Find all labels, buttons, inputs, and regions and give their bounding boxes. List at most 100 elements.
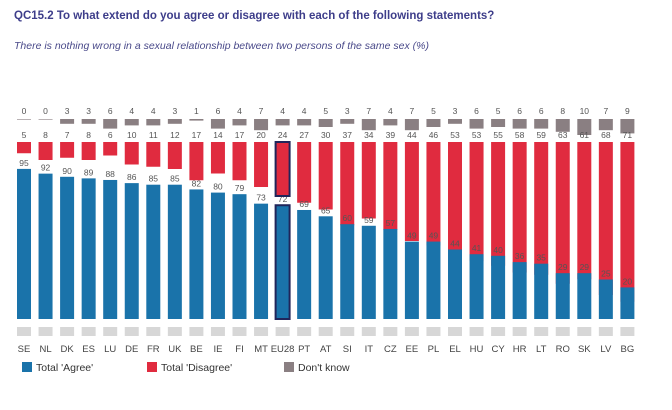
disagree-bar-pl bbox=[426, 142, 441, 246]
agree-bar-lt bbox=[534, 263, 549, 319]
country-label-pt: PT bbox=[298, 344, 310, 355]
flag-icon-nl bbox=[38, 327, 53, 336]
flag-icon-ro bbox=[555, 327, 570, 336]
disagree-bar-cy bbox=[491, 142, 506, 266]
disagree-bar-lv bbox=[598, 142, 613, 295]
agree-bar-ie bbox=[210, 192, 225, 319]
country-label-ro: RO bbox=[556, 344, 570, 355]
dontknow-bar-cy bbox=[491, 119, 506, 127]
dontknow-bar-hr bbox=[512, 119, 527, 129]
disagree-label-cz: 39 bbox=[386, 130, 396, 140]
country-label-se: SE bbox=[18, 344, 31, 355]
disagree-label-hr: 58 bbox=[515, 130, 525, 140]
dontknow-bar-si bbox=[340, 119, 355, 124]
dontknow-bar-fr bbox=[146, 119, 161, 126]
dontknow-bar-lu bbox=[103, 119, 118, 129]
agree-bar-fi bbox=[232, 194, 247, 319]
country-label-bg: BG bbox=[621, 344, 635, 355]
agree-bar-ee bbox=[404, 241, 419, 319]
disagree-bar-nl bbox=[38, 142, 53, 160]
country-label-cy: CY bbox=[491, 344, 505, 355]
dontknow-label-mt: 7 bbox=[259, 106, 264, 116]
disagree-bar-at bbox=[318, 142, 333, 210]
agree-label-be: 82 bbox=[192, 178, 202, 188]
agree-label-nl: 92 bbox=[41, 163, 51, 173]
agree-label-lt: 35 bbox=[536, 253, 546, 263]
dontknow-label-de: 4 bbox=[129, 106, 134, 116]
disagree-label-el: 53 bbox=[450, 130, 460, 140]
agree-bar-de bbox=[124, 183, 139, 319]
legend-label-dontknow: Don't know bbox=[298, 362, 350, 374]
legend-swatch-dontknow bbox=[284, 362, 294, 372]
legend-swatch-agree bbox=[22, 362, 32, 372]
country-label-nl: NL bbox=[39, 344, 51, 355]
agree-bar-mt bbox=[254, 203, 269, 319]
flag-icon-de bbox=[124, 327, 139, 336]
agree-label-mt: 73 bbox=[256, 193, 266, 203]
flag-icon-lu bbox=[103, 327, 118, 336]
disagree-bar-lt bbox=[534, 142, 549, 275]
dontknow-bar-ie bbox=[210, 119, 225, 129]
dontknow-bar-nl bbox=[38, 119, 53, 120]
country-label-cz: CZ bbox=[384, 344, 397, 355]
agree-bar-pl bbox=[426, 241, 441, 319]
country-label-fr: FR bbox=[147, 344, 160, 355]
dontknow-bar-lt bbox=[534, 119, 549, 129]
agree-bar-hr bbox=[512, 262, 527, 319]
country-label-it: IT bbox=[365, 344, 374, 355]
dontknow-label-nl: 0 bbox=[43, 106, 48, 116]
agree-label-hu: 41 bbox=[472, 243, 482, 253]
dontknow-bar-ro bbox=[555, 119, 570, 132]
flag-icon-at bbox=[318, 327, 333, 336]
country-label-sk: SK bbox=[578, 344, 591, 355]
country-label-pl: PL bbox=[428, 344, 440, 355]
disagree-bar-hr bbox=[512, 142, 527, 273]
dontknow-label-fi: 4 bbox=[237, 106, 242, 116]
dontknow-bar-hu bbox=[469, 119, 484, 129]
country-label-be: BE bbox=[190, 344, 203, 355]
legend-swatch-disagree bbox=[147, 362, 157, 372]
agree-bar-si bbox=[340, 224, 355, 319]
disagree-bar-ro bbox=[555, 142, 570, 284]
dontknow-label-cy: 5 bbox=[496, 106, 501, 116]
dontknow-bar-it bbox=[361, 119, 376, 131]
legend-label-agree: Total 'Agree' bbox=[36, 362, 94, 374]
agree-bar-cy bbox=[491, 255, 506, 319]
agree-bar-sk bbox=[577, 273, 592, 319]
disagree-bar-sk bbox=[577, 142, 592, 280]
dontknow-label-hr: 6 bbox=[517, 106, 522, 116]
agree-bar-el bbox=[448, 249, 462, 319]
agree-label-cz: 57 bbox=[386, 218, 396, 228]
dontknow-bar-es bbox=[81, 119, 96, 124]
dontknow-label-pl: 5 bbox=[431, 106, 436, 116]
agree-bar-dk bbox=[60, 176, 75, 319]
disagree-bar-si bbox=[340, 142, 355, 226]
country-label-eu28: EU28 bbox=[271, 344, 295, 355]
dontknow-bar-mt bbox=[254, 119, 269, 131]
agree-label-lu: 88 bbox=[105, 169, 115, 179]
flag-icon-el bbox=[448, 327, 462, 336]
agree-bar-cz bbox=[383, 228, 398, 319]
disagree-bar-se bbox=[17, 142, 31, 154]
agree-bar-hu bbox=[469, 254, 484, 319]
agree-label-fi: 79 bbox=[235, 183, 245, 193]
flag-icon-se bbox=[17, 327, 31, 336]
flag-icon-ie bbox=[210, 327, 225, 336]
disagree-bar-pt bbox=[297, 142, 312, 203]
country-label-uk: UK bbox=[168, 344, 182, 355]
dontknow-bar-se bbox=[17, 119, 31, 120]
disagree-bar-cz bbox=[383, 142, 398, 230]
disagree-label-es: 8 bbox=[86, 130, 91, 140]
agree-bar-se bbox=[17, 168, 31, 319]
flag-icon-hr bbox=[512, 327, 527, 336]
disagree-bar-es bbox=[81, 142, 96, 160]
country-label-es: ES bbox=[82, 344, 95, 355]
agree-label-bg: 20 bbox=[623, 276, 633, 286]
disagree-label-si: 37 bbox=[343, 130, 353, 140]
agree-label-it: 59 bbox=[364, 215, 374, 225]
dontknow-bar-el bbox=[448, 119, 462, 124]
country-label-el: EL bbox=[449, 344, 461, 355]
dontknow-label-cz: 4 bbox=[388, 106, 393, 116]
disagree-label-sk: 61 bbox=[580, 130, 590, 140]
agree-label-eu28: 72 bbox=[278, 194, 288, 204]
